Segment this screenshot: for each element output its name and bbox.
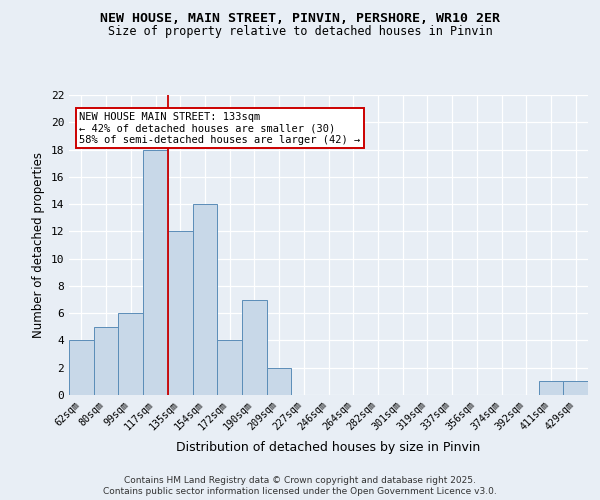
Bar	[193, 204, 217, 395]
X-axis label: Distribution of detached houses by size in Pinvin: Distribution of detached houses by size …	[176, 440, 481, 454]
Text: Size of property relative to detached houses in Pinvin: Size of property relative to detached ho…	[107, 25, 493, 38]
Bar	[217, 340, 242, 395]
Text: NEW HOUSE MAIN STREET: 133sqm
← 42% of detached houses are smaller (30)
58% of s: NEW HOUSE MAIN STREET: 133sqm ← 42% of d…	[79, 112, 361, 144]
Bar	[69, 340, 94, 395]
Bar	[267, 368, 292, 395]
Text: Contains public sector information licensed under the Open Government Licence v3: Contains public sector information licen…	[103, 487, 497, 496]
Bar	[242, 300, 267, 395]
Bar	[563, 382, 588, 395]
Bar	[539, 382, 563, 395]
Y-axis label: Number of detached properties: Number of detached properties	[32, 152, 45, 338]
Bar	[143, 150, 168, 395]
Text: NEW HOUSE, MAIN STREET, PINVIN, PERSHORE, WR10 2ER: NEW HOUSE, MAIN STREET, PINVIN, PERSHORE…	[100, 12, 500, 26]
Text: Contains HM Land Registry data © Crown copyright and database right 2025.: Contains HM Land Registry data © Crown c…	[124, 476, 476, 485]
Bar	[118, 313, 143, 395]
Bar	[94, 327, 118, 395]
Bar	[168, 232, 193, 395]
